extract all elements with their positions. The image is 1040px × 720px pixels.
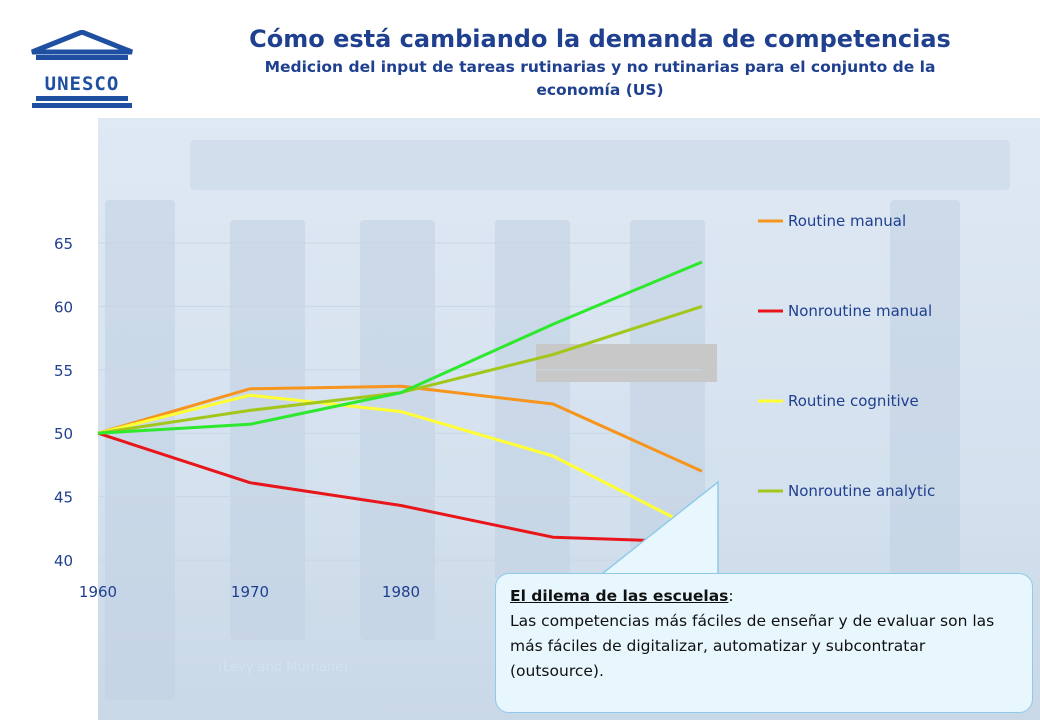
y-tick-label: 40 — [54, 552, 73, 570]
logo-text: UNESCO — [45, 73, 120, 95]
callout-title: El dilema de las escuelas — [510, 587, 729, 605]
background-pillar — [230, 220, 305, 640]
title-block: Cómo está cambiando la demanda de compet… — [200, 22, 1000, 102]
y-tick-label: 45 — [54, 489, 73, 507]
background-pillar — [890, 200, 960, 580]
legend-label: Nonroutine manual — [788, 302, 932, 320]
y-tick-label: 50 — [54, 425, 73, 443]
unesco-logo: UNESCO — [31, 30, 133, 108]
callout-box: El dilema de las escuelas: Las competenc… — [495, 573, 1033, 713]
source-note: (Levy and Murnane) — [218, 660, 349, 675]
series-line-0 — [97, 384, 703, 473]
page-title: Cómo está cambiando la demanda de compet… — [249, 25, 951, 53]
callout-body: Las competencias más fáciles de enseñar … — [510, 612, 995, 680]
background-pillar — [360, 220, 435, 640]
legend-label: Routine cognitive — [788, 392, 919, 410]
grid-layer — [98, 242, 702, 561]
series-line-4 — [97, 260, 703, 435]
legend-label: Routine manual — [788, 212, 906, 230]
callout-title-suffix: : — [728, 587, 734, 605]
series-line-2 — [97, 393, 703, 534]
y-tick-label: 60 — [54, 298, 73, 316]
x-tick-label: 1980 — [382, 583, 420, 601]
legend-label: Nonroutine analytic — [788, 482, 935, 500]
y-tick-label: 65 — [54, 235, 73, 253]
y-tick-label: 55 — [54, 362, 73, 380]
series-lines — [97, 260, 703, 544]
page-subtitle-line1: Medicion del input de tareas rutinarias … — [264, 58, 936, 76]
x-tick-label: 1970 — [231, 583, 269, 601]
x-tick-label: 1960 — [79, 583, 117, 601]
y-tick-labels: 40 45 50 55 60 65 — [54, 235, 73, 570]
page-subtitle-line2: economía (US) — [536, 81, 664, 99]
background-pillar — [105, 200, 175, 700]
background-roof — [190, 140, 1010, 190]
series-line-1 — [97, 431, 703, 544]
